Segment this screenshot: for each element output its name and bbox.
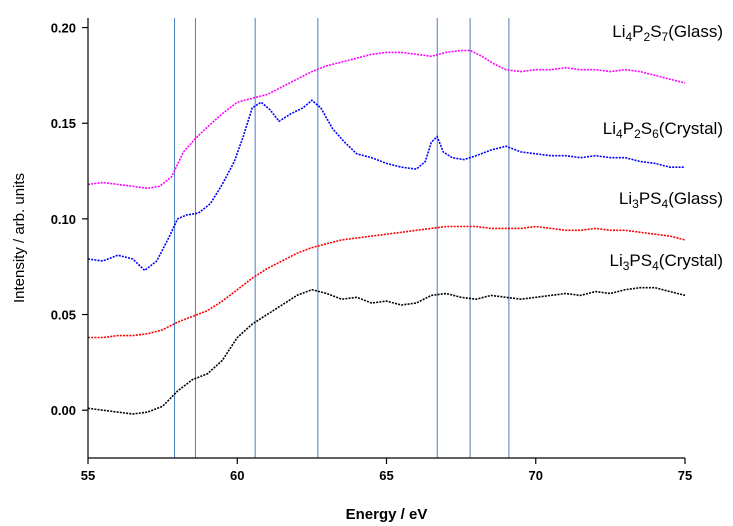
series-lines: [87, 49, 686, 415]
x-tick-label-1: 60: [230, 468, 244, 483]
series-line-2: [88, 225, 686, 339]
reference-lines: [174, 18, 510, 458]
series-label-3: Li3PS4(Crystal): [609, 251, 723, 273]
x-tick-label-2: 65: [379, 468, 393, 483]
x-tick-label-4: 75: [678, 468, 692, 483]
series-label-2: Li3PS4(Glass): [619, 189, 723, 211]
y-tick-label-3: 0.15: [51, 116, 76, 131]
x-tick-label-0: 55: [81, 468, 95, 483]
y-axis-title: Intensity / arb. units: [11, 173, 28, 303]
series-label-1: Li4P2S6(Crystal): [603, 119, 723, 141]
y-tick-label-2: 0.10: [51, 212, 76, 227]
series-line-1: [87, 99, 685, 272]
series-line-3: [87, 286, 686, 415]
series-line-0: [87, 49, 686, 190]
series-labels: Li4P2S7(Glass) Li4P2S6(Crystal) Li3PS4(Gla…: [603, 22, 723, 273]
x-tick-label-3: 70: [529, 468, 543, 483]
tick-labels: 55 60 65 70 75 0.00 0.05 0.10 0.15 0.20: [51, 21, 693, 483]
y-tick-label-0: 0.00: [51, 403, 76, 418]
x-axis-title: Energy / eV: [346, 506, 428, 523]
series-label-0: Li4P2S7(Glass): [612, 22, 723, 44]
y-tick-label-1: 0.05: [51, 308, 76, 323]
axes: [82, 18, 686, 464]
y-tick-label-4: 0.20: [51, 21, 76, 36]
